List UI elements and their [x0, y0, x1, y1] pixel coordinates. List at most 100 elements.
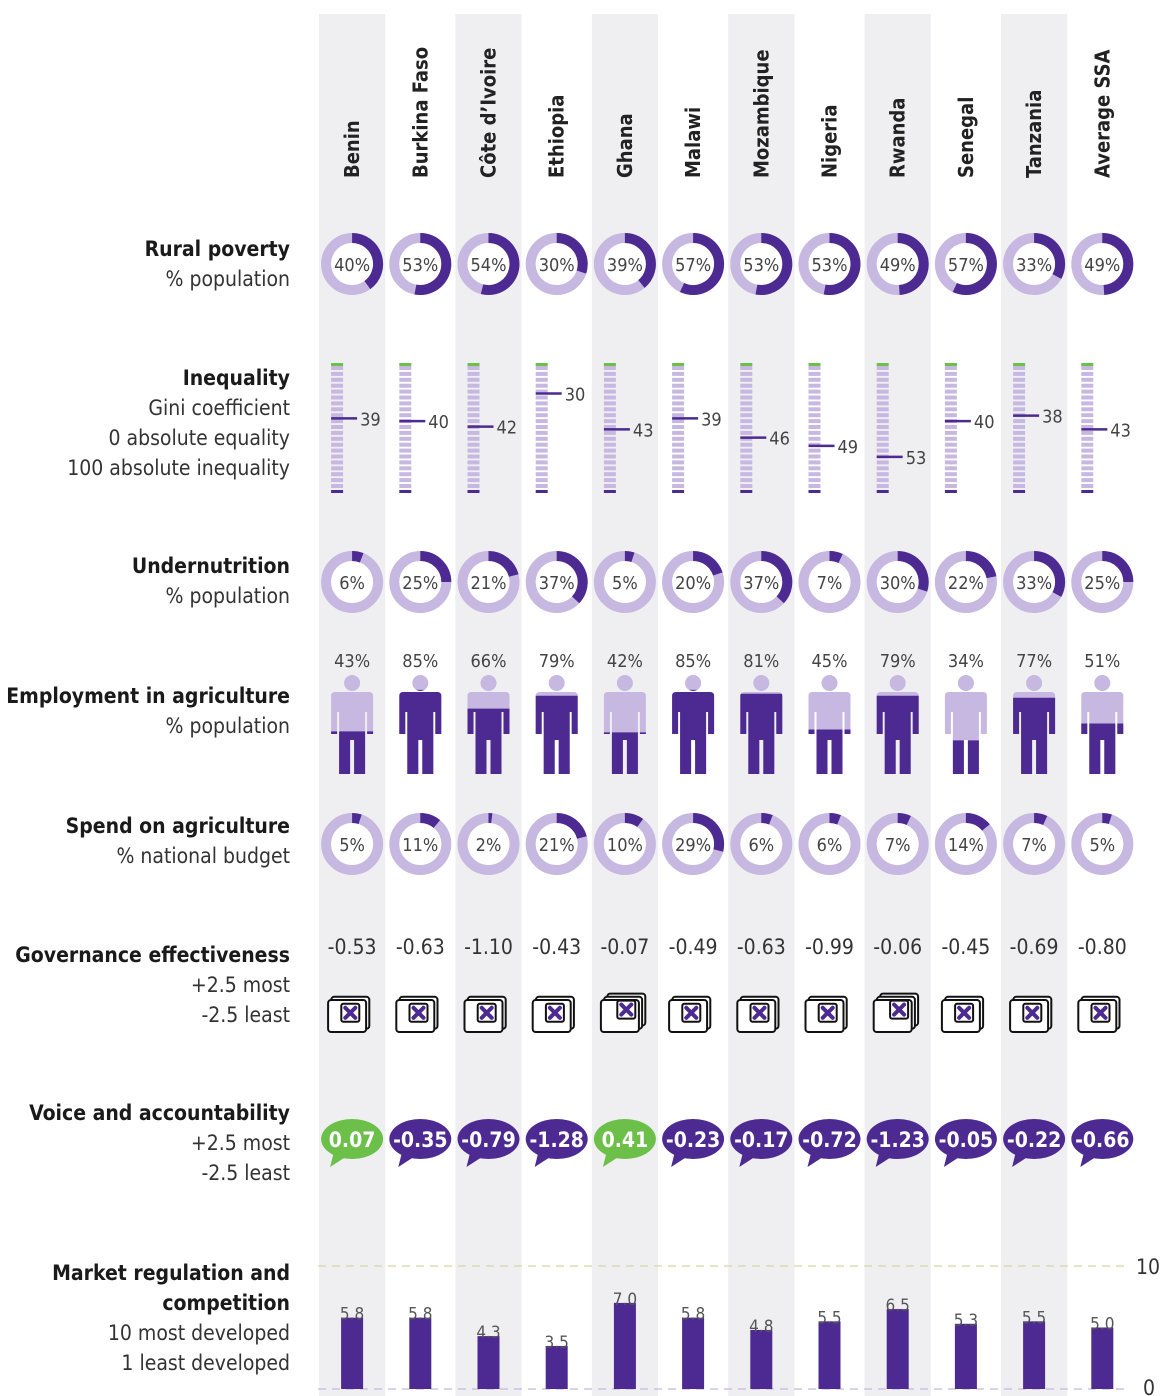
spend-value-label: 10%: [607, 835, 643, 856]
inequality-scale-tick: [467, 478, 480, 483]
employment-figure-base-head: [1094, 675, 1111, 691]
rural-poverty-donut: 54%: [457, 233, 520, 295]
voice-bubble: 0.07: [321, 1119, 384, 1167]
employment-figure-fill-body: [740, 693, 783, 774]
voice-bubble-shape: [389, 1119, 452, 1159]
inequality-scale-tick: [1013, 425, 1026, 429]
inequality-scale-tick: [535, 430, 548, 435]
rural-poverty-value-label: 39%: [607, 255, 643, 276]
row-label-spend: Spend on agriculture: [66, 814, 290, 838]
inequality-scale-tick: [603, 377, 616, 382]
employment-figure-fill: [1081, 723, 1124, 774]
inequality-scale-tick: [740, 430, 753, 435]
market-value-label: 5.5: [817, 1308, 841, 1328]
inequality-scale-tick: [740, 419, 753, 424]
undernutrition-donut-value: [897, 551, 929, 592]
inequality-scale-tick: [672, 366, 685, 370]
employment-value-label: 77%: [1016, 651, 1052, 672]
inequality-scale-tick: [876, 371, 889, 376]
spend-value-label: 5%: [339, 835, 365, 856]
undernutrition-value-label: 37%: [539, 573, 575, 594]
inequality-scale-tick: [876, 389, 889, 394]
inequality-scale-tick: [1081, 389, 1094, 394]
inequality-scale-tick: [399, 383, 412, 388]
inequality-scale-tick: [944, 478, 957, 483]
inequality-scale-tick: [672, 383, 685, 388]
inequality-scale-bottom: [876, 490, 889, 493]
market-value-label: 7.0: [613, 1290, 637, 1310]
inequality-scale-tick: [603, 472, 616, 477]
inequality-scale-tick: [740, 366, 753, 370]
inequality-scale-tick: [467, 383, 480, 388]
rural-poverty-donut-value: [1033, 233, 1066, 279]
employment-value-label: 43%: [334, 651, 370, 672]
inequality-scale-tick: [331, 371, 344, 376]
inequality-scale-tick: [876, 366, 889, 370]
inequality-scale-tick: [808, 466, 821, 471]
voice-bubble-tail: [671, 1151, 689, 1167]
inequality-scale-tick: [603, 419, 616, 424]
spend-donut-value: [1033, 813, 1048, 826]
rural-poverty-donut: 40%: [321, 233, 384, 295]
spend-value-label: 29%: [675, 835, 711, 856]
inequality-scale-tick: [1013, 419, 1026, 424]
inequality-scale-tick: [467, 395, 480, 400]
inequality-scale-tick: [944, 472, 957, 477]
governance-stack: -0.07: [599, 935, 649, 1033]
inequality-scale-tick: [1013, 407, 1026, 412]
governance-cross-mark: [1025, 1005, 1040, 1020]
spend-donut-hole: [467, 823, 510, 865]
inequality-scale-tick: [331, 383, 344, 388]
inequality-scale-tick: [399, 371, 412, 376]
row-label-market: 1 least developed: [121, 1351, 290, 1375]
inequality-scale-tick: [535, 484, 548, 488]
market-value-label: 5.5: [1022, 1308, 1046, 1328]
undernutrition-donut-value: [1033, 551, 1066, 597]
undernutrition-donut-value: [419, 551, 452, 583]
spend-value-label: 7%: [885, 835, 911, 856]
rural-poverty-donut-value: [823, 233, 861, 295]
rural-poverty-donut-hole: [672, 243, 715, 285]
inequality-scale-tick: [467, 442, 480, 447]
employment-figure-fill-body: [535, 695, 578, 774]
inequality-scale-tick: [399, 442, 412, 447]
rural-poverty-donut-value: [556, 233, 588, 274]
employment-figure-base-head: [685, 675, 702, 691]
spend-donut: 6%: [730, 813, 793, 875]
voice-bubble: -1.23: [866, 1119, 929, 1167]
inequality-scale-tick: [1081, 371, 1094, 376]
voice-bubble-tail: [534, 1151, 552, 1167]
inequality-scale-tick: [740, 484, 753, 488]
inequality-scale-tick: [1081, 425, 1094, 429]
undernutrition-donut: 21%: [457, 551, 520, 613]
inequality-scale-tick: [399, 466, 412, 471]
inequality-scale-tick: [467, 366, 480, 370]
market-bar: [682, 1317, 705, 1389]
market-bar-group: 5.5: [817, 1308, 842, 1389]
voice-bubble-shape: [1071, 1119, 1134, 1159]
employment-figure: 66%: [467, 651, 510, 774]
inequality-scale-tick: [331, 484, 344, 488]
inequality-value-label: 39: [701, 409, 722, 430]
inequality-scale-tick: [944, 436, 957, 441]
country-label: Malawi: [681, 107, 705, 178]
rural-poverty-donut: 39%: [593, 233, 656, 295]
employment-figure: 42%: [603, 651, 646, 774]
inequality-scale: 43: [603, 363, 654, 493]
employment-value-label: 66%: [471, 651, 507, 672]
inequality-scale-tick: [331, 448, 344, 453]
spend-donut-value: [556, 813, 587, 840]
employment-figure: 45%: [808, 651, 851, 774]
employment-figure-fill-body: [331, 731, 374, 774]
row-label-governance: -2.5 least: [201, 1003, 290, 1027]
inequality-scale-tick: [331, 377, 344, 382]
inequality-scale-tick: [399, 425, 412, 429]
voice-value-label: -0.22: [1007, 1128, 1061, 1152]
inequality-value-label: 40: [974, 412, 995, 433]
employment-figure: 51%: [1081, 651, 1124, 774]
voice-value-label: -0.66: [1075, 1128, 1129, 1152]
inequality-scale-tick: [740, 413, 753, 418]
employment-figure-fill-body: [1013, 697, 1056, 774]
row-label-rural-poverty: % population: [166, 267, 291, 291]
inequality-scale-tick: [331, 472, 344, 477]
